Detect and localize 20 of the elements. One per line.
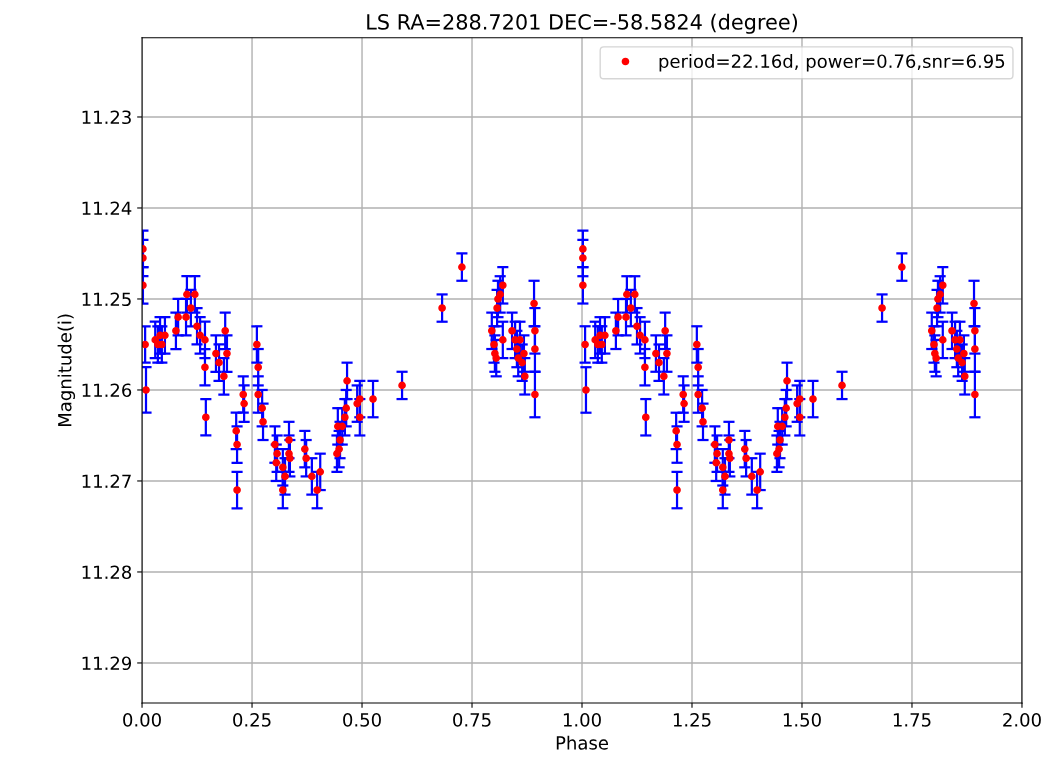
x-tick-label: 1.50 <box>783 713 821 727</box>
y-tick-label: 11.28 <box>82 565 132 580</box>
x-tick-label: 0.25 <box>233 713 271 727</box>
x-tick-label: 1.75 <box>893 713 931 727</box>
x-tick-label: 1.25 <box>673 713 711 727</box>
x-axis-title: Phase <box>556 735 608 750</box>
x-tick-label: 1.00 <box>563 713 601 727</box>
legend-label: period=22.16d, power=0.76,snr=6.95 <box>659 54 1005 72</box>
y-tick-label: 11.26 <box>82 383 132 398</box>
x-tick-label: 0.50 <box>343 713 381 727</box>
y-tick-label: 11.27 <box>82 474 131 488</box>
y-tick-label: 11.23 <box>82 110 131 125</box>
y-axis-title: Magnitude(i) <box>57 314 76 427</box>
chart-title: LS RA=288.7201 DEC=-58.5824 (degree) <box>367 13 797 34</box>
x-tick-label: 0.00 <box>123 713 161 727</box>
x-tick-label: 0.75 <box>453 713 491 727</box>
y-tick-label: 11.29 <box>82 656 132 671</box>
y-tick-label: 11.24 <box>82 201 132 215</box>
x-tick-label: 2.00 <box>1003 713 1041 727</box>
y-tick-label: 11.25 <box>82 292 131 307</box>
